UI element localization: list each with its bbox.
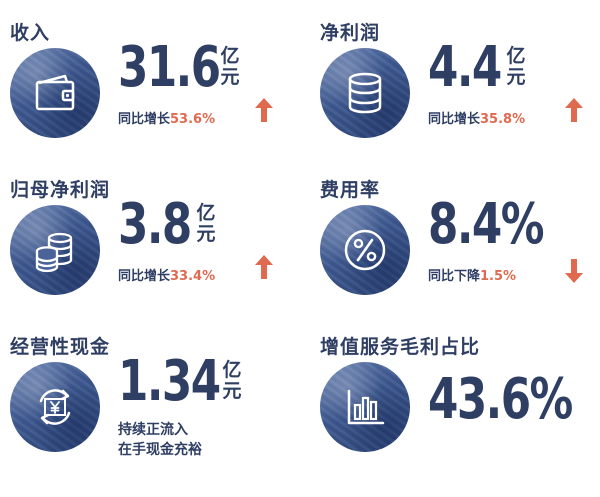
note-line-1: 持续正流入: [118, 422, 188, 438]
growth-text: 同比增长35.8%: [428, 108, 525, 127]
growth-value: 33.4%: [170, 269, 216, 284]
wallet-icon: [35, 74, 75, 111]
card-title: 净利润: [320, 22, 381, 44]
note-text: 持续正流入 在手现金充裕: [118, 420, 202, 460]
bar-chart-icon: [347, 389, 385, 425]
arrow-up-icon: [255, 255, 273, 279]
arrow-down-icon: [565, 259, 583, 283]
metric-unit: 亿元: [220, 45, 240, 88]
yen-cycle-icon: [39, 389, 71, 425]
card-operating-cash: 经营性现金 1.34 亿元 持续正流入 在手现金充裕: [10, 332, 300, 492]
card-title: 收入: [10, 22, 51, 44]
growth-value: 53.6%: [170, 112, 216, 127]
note-line-2: 在手现金充裕: [118, 442, 202, 458]
arrow-up-icon: [565, 98, 583, 122]
growth-label: 同比下降: [428, 269, 481, 284]
growth-value: 35.8%: [480, 112, 526, 127]
card-net-profit: 净利润 4.4 亿元 同比增长35.8%: [320, 18, 600, 178]
metric-value: 31.6: [118, 35, 221, 100]
card-expense-ratio: 费用率 8.4% 同比下降1.5%: [320, 175, 600, 335]
percent-icon: [344, 229, 386, 271]
metric-value: 43.6%: [428, 367, 573, 432]
growth-label: 同比增长: [118, 269, 171, 284]
circle-badge: [320, 205, 410, 295]
growth-text: 同比增长33.4%: [118, 265, 215, 284]
growth-text: 同比下降1.5%: [428, 265, 516, 284]
circle-badge: [10, 362, 100, 452]
database-icon: [348, 72, 382, 114]
circle-badge: [320, 48, 410, 138]
metric-value: 4.4: [428, 35, 502, 100]
coins-icon: [35, 232, 73, 273]
card-vas-margin-share: 增值服务毛利占比 43.6%: [320, 332, 600, 492]
arrow-up-icon: [255, 98, 273, 122]
circle-badge: [320, 362, 410, 452]
metric-unit: 亿元: [222, 359, 242, 402]
growth-label: 同比增长: [118, 112, 171, 127]
metric-value: 1.34: [118, 349, 221, 414]
card-revenue: 收入 31.6 亿元 同比增长53.6%: [10, 18, 300, 178]
metric-value: 3.8: [118, 192, 192, 257]
card-title: 增值服务毛利占比: [320, 336, 481, 358]
metric-unit: 亿元: [196, 202, 216, 245]
metric-unit: 亿元: [506, 45, 526, 88]
card-title: 费用率: [320, 179, 381, 201]
growth-value: 1.5%: [480, 269, 517, 284]
growth-label: 同比增长: [428, 112, 481, 127]
card-attributable-net-profit: 归母净利润 3.8 亿元 同比增长33.4%: [10, 175, 300, 335]
card-title: 归母净利润: [10, 179, 111, 201]
card-title: 经营性现金: [10, 336, 111, 358]
circle-badge: [10, 48, 100, 138]
growth-text: 同比增长53.6%: [118, 108, 215, 127]
circle-badge: [10, 205, 100, 295]
metric-value: 8.4%: [428, 192, 544, 257]
